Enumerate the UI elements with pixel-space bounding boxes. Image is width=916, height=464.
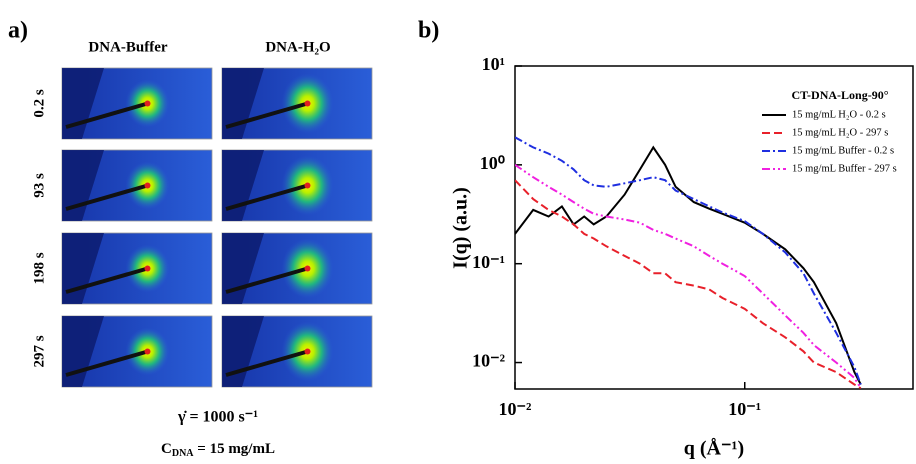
shadow-region — [62, 68, 104, 139]
beamstop — [65, 101, 149, 129]
legend-label: 15 mg/mL Buffer - 0.2 s — [792, 145, 894, 156]
shadow-region — [62, 316, 104, 387]
beam-center — [144, 348, 151, 355]
series-line — [515, 179, 862, 389]
shear-rate: γ̇ = 1000 s⁻¹ — [177, 409, 258, 426]
beamstop — [65, 349, 149, 377]
column-header: DNA-H₂O — [265, 39, 330, 55]
shadow-region — [62, 150, 104, 221]
symbol: C — [161, 441, 172, 457]
x-axis-label: q (Å⁻¹) — [684, 437, 744, 460]
row-label: 93 s — [31, 173, 47, 198]
beamstop — [225, 101, 309, 129]
panel-label: b) — [418, 18, 439, 44]
panel-label: a) — [8, 18, 28, 44]
y-axis-label: I(q) (a.u.) — [450, 187, 472, 269]
shadow-region — [222, 316, 264, 387]
x-tick-label: 10⁻² — [499, 399, 532, 419]
legend-label: 15 mg/mL H₂O - 0.2 s — [792, 109, 886, 120]
shadow-region — [222, 68, 264, 139]
shadow-region — [222, 150, 264, 221]
text: = 15 mg/mL — [194, 441, 275, 457]
beam-center — [304, 265, 311, 272]
beamstop — [65, 183, 149, 211]
column-header: DNA-Buffer — [88, 39, 167, 55]
series-line — [515, 136, 862, 385]
legend-label: 15 mg/mL H₂O - 297 s — [792, 127, 888, 138]
row-label: 198 s — [31, 252, 47, 284]
y-tick-label: 10¹ — [482, 54, 505, 74]
detector-image — [61, 232, 213, 305]
detector-image — [221, 149, 373, 222]
detector-image — [61, 149, 213, 222]
y-tick-label: 10⁻¹ — [472, 252, 505, 272]
beam-center — [304, 182, 311, 189]
row-label: 0.2 s — [31, 89, 47, 118]
beamstop — [65, 266, 149, 294]
plot-area — [515, 136, 862, 389]
detector-image — [221, 315, 373, 388]
series-line — [515, 163, 862, 389]
beam-center — [144, 265, 151, 272]
shadow-region — [222, 233, 264, 304]
legend-title: CT-DNA-Long-90° — [791, 88, 888, 102]
beam-center — [144, 182, 151, 189]
detector-image — [61, 315, 213, 388]
y-tick-label: 10⁻² — [472, 351, 505, 371]
beam-center — [144, 100, 151, 107]
series-line — [515, 145, 862, 385]
legend-label: 15 mg/mL Buffer - 297 s — [792, 163, 897, 174]
concentration: CDNA = 15 mg/mL — [161, 441, 275, 459]
beamstop — [225, 266, 309, 294]
detector-image — [221, 232, 373, 305]
subscript: DNA — [172, 448, 194, 459]
y-tick-label: 10⁰ — [480, 153, 505, 173]
beamstop — [225, 349, 309, 377]
shadow-region — [62, 233, 104, 304]
beam-center — [304, 100, 311, 107]
beam-center — [304, 348, 311, 355]
plot-frame — [514, 65, 914, 390]
x-tick-label: 10⁻¹ — [728, 399, 761, 419]
beamstop — [225, 183, 309, 211]
detector-image — [221, 67, 373, 140]
detector-image — [61, 67, 213, 140]
row-label: 297 s — [31, 335, 47, 367]
